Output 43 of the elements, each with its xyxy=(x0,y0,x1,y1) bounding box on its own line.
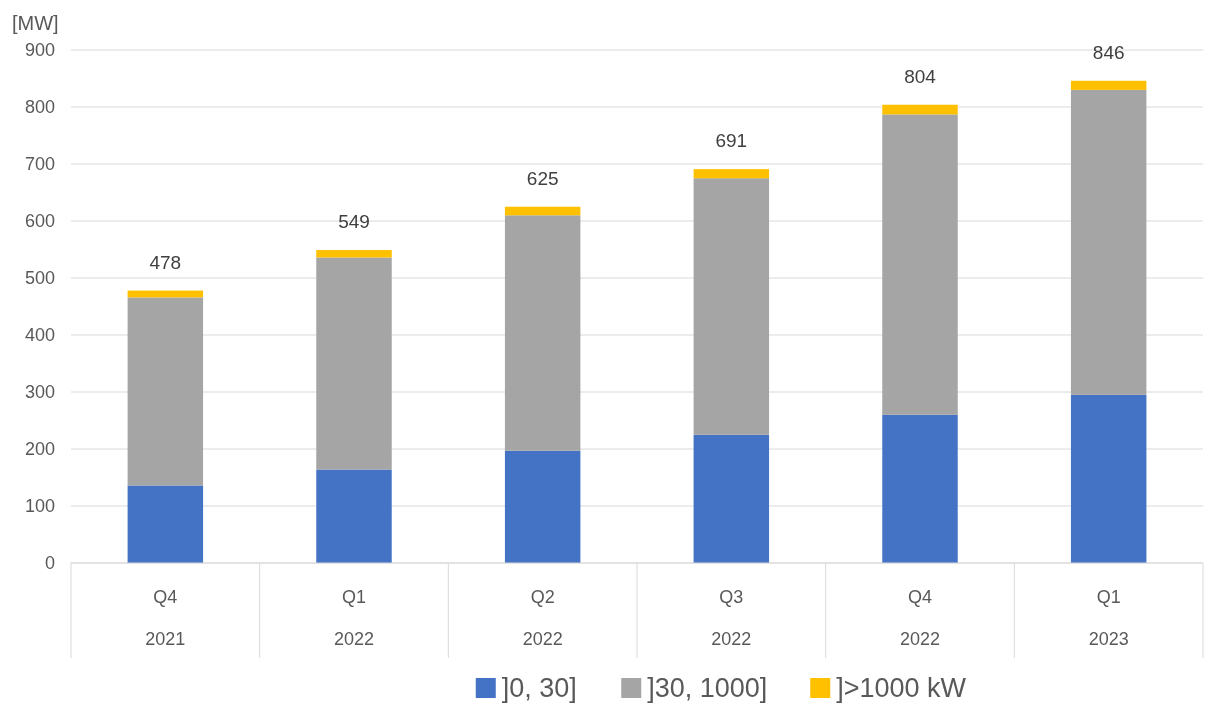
y-tick-label: 900 xyxy=(24,40,55,61)
y-tick-label: 800 xyxy=(24,97,55,118)
category-label: Q2 2022 xyxy=(522,587,563,649)
category-label: Q4 2021 xyxy=(145,587,186,649)
legend-label: ]30, 1000] xyxy=(647,673,768,704)
y-tick-label: 500 xyxy=(24,268,55,289)
total-label: 625 xyxy=(526,167,559,189)
bar xyxy=(127,297,204,486)
category-label: Q1 2023 xyxy=(1088,587,1129,649)
y-tick-label: 200 xyxy=(24,439,55,460)
category-label: Q1 2022 xyxy=(333,587,375,649)
total-label: 549 xyxy=(338,211,370,233)
y-tick-label: 700 xyxy=(24,154,55,175)
bar xyxy=(1070,394,1147,563)
y-tick-label: 600 xyxy=(24,211,55,232)
total-label: 804 xyxy=(904,65,937,87)
total-label: 691 xyxy=(715,130,748,152)
bar xyxy=(882,114,958,415)
bar xyxy=(504,215,581,451)
bar xyxy=(316,469,392,563)
y-tick-label: 400 xyxy=(24,325,55,346)
bar xyxy=(504,206,581,216)
bar xyxy=(127,485,204,563)
total-label: 846 xyxy=(1092,41,1125,63)
bar xyxy=(693,169,770,179)
bar xyxy=(504,450,581,563)
y-tick-label: 300 xyxy=(24,382,55,403)
bar xyxy=(1070,89,1147,395)
legend-label: ]>1000 kW xyxy=(836,673,967,704)
bar xyxy=(316,250,392,258)
bar xyxy=(316,257,392,470)
legend-label: ]0, 30] xyxy=(501,673,577,704)
bar xyxy=(693,434,770,563)
y-axis-title: [MW] xyxy=(12,12,59,34)
total-label: 478 xyxy=(149,251,182,273)
y-tick-label: 0 xyxy=(44,553,55,574)
bar xyxy=(693,178,770,435)
category-label: Q3 2022 xyxy=(711,587,752,649)
bar xyxy=(1070,80,1147,90)
bar xyxy=(882,414,958,563)
bar xyxy=(882,104,958,115)
y-tick-label: 100 xyxy=(24,496,55,517)
category-label: Q4 2022 xyxy=(899,587,941,649)
